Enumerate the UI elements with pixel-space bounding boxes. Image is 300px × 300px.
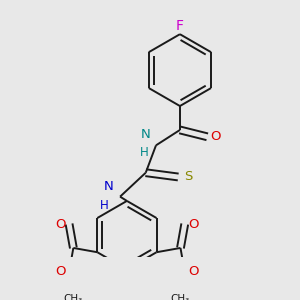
Text: O: O bbox=[55, 218, 66, 230]
Text: H: H bbox=[140, 146, 148, 159]
Text: H: H bbox=[100, 199, 109, 212]
Text: O: O bbox=[188, 266, 199, 278]
Text: CH₃: CH₃ bbox=[64, 294, 83, 300]
Text: N: N bbox=[103, 180, 113, 193]
Text: O: O bbox=[55, 266, 66, 278]
Text: CH₃: CH₃ bbox=[171, 294, 190, 300]
Text: O: O bbox=[188, 218, 199, 230]
Text: F: F bbox=[176, 19, 184, 33]
Text: N: N bbox=[141, 128, 151, 141]
Text: S: S bbox=[184, 170, 193, 184]
Text: O: O bbox=[211, 130, 221, 143]
